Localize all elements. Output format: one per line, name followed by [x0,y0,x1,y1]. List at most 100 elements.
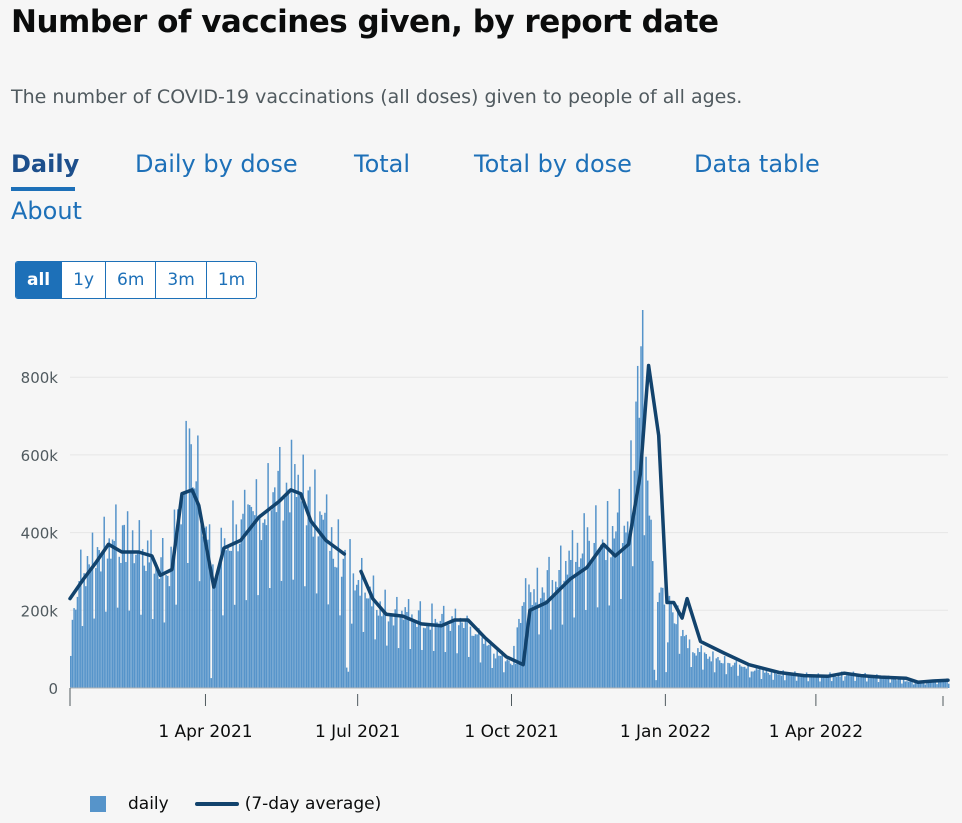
daily-bar [556,587,559,688]
daily-bar [105,611,107,688]
daily-bar [307,490,309,688]
daily-bar [170,546,172,688]
daily-bar [825,677,828,688]
daily-bar [128,610,131,688]
range-all-button[interactable]: all [16,262,62,298]
range-6m-button[interactable]: 6m [105,262,155,298]
daily-bar [710,661,713,688]
range-1m-button[interactable]: 1m [205,262,256,298]
tab-daily-by-dose[interactable]: Daily by dose [135,150,298,178]
daily-bar [376,609,378,688]
daily-bar [856,673,858,688]
daily-bar [245,600,248,688]
daily-bar [282,520,284,688]
range-3m-button[interactable]: 3m [155,262,205,298]
daily-bar [631,566,634,688]
daily-bar [479,662,482,688]
daily-bar [267,463,269,688]
daily-bar [93,618,95,688]
daily-bar [616,512,619,688]
daily-bar [558,570,560,688]
daily-bar [877,682,880,688]
daily-bar [488,644,490,688]
daily-bar [936,684,938,688]
daily-bar [770,669,773,688]
daily-bar [279,446,281,688]
daily-bar [939,681,942,688]
daily-bar [136,550,139,688]
daily-bar [151,619,154,688]
daily-bar [360,557,363,688]
daily-bar [80,549,82,688]
daily-bar [121,525,124,688]
daily-bar [334,566,336,688]
daily-bar [498,655,500,688]
daily-bar [641,310,644,688]
daily-bar [295,497,298,688]
daily-bar [625,532,627,688]
daily-bar [859,677,861,688]
daily-bar [792,674,794,688]
daily-bar [891,679,893,688]
daily-bar [700,645,702,688]
daily-bar [511,665,514,688]
page-subtitle: The number of COVID-19 vaccinations (all… [11,86,743,108]
daily-bar [178,520,181,688]
daily-bar [516,627,519,688]
daily-bar [466,615,468,688]
daily-bar [416,626,418,688]
daily-bar [513,645,515,688]
daily-bar [314,469,316,688]
daily-bar [198,581,201,688]
tab-total-by-dose[interactable]: Total by dose [474,150,632,178]
daily-bar [805,672,808,688]
daily-bar [115,504,117,688]
daily-bar [195,481,197,688]
daily-bar [509,663,512,688]
tab-data-table[interactable]: Data table [694,150,820,178]
x-tick-label: 1 Jul 2021 [315,722,400,742]
tab-active-indicator [11,187,75,191]
daily-bar [707,658,709,688]
daily-bar [651,561,654,688]
daily-bar [197,435,199,688]
daily-bar [854,680,856,688]
daily-bar [588,540,590,688]
daily-bar [705,654,708,688]
daily-bar [727,662,729,688]
daily-bar [578,566,580,688]
tab-total[interactable]: Total [354,150,411,178]
daily-bar [180,524,182,688]
daily-bar [601,539,604,688]
daily-bar [822,675,825,688]
daily-bar [120,562,122,688]
daily-bar [90,568,92,688]
daily-bar [657,601,659,688]
daily-bar [96,547,99,688]
daily-bar [785,674,788,688]
daily-bar [789,672,791,688]
daily-bar [506,659,508,688]
daily-bar [85,586,87,688]
daily-bar [752,671,754,688]
daily-bar [270,510,273,688]
range-1y-button[interactable]: 1y [61,262,105,298]
daily-bar [842,680,845,688]
daily-bar [663,604,666,688]
daily-bar [342,558,345,688]
daily-bar [703,652,706,688]
tab-about[interactable]: About [11,197,82,225]
daily-bar [872,675,875,688]
daily-bar [899,677,902,688]
tab-daily[interactable]: Daily [11,150,80,178]
daily-bar [754,670,756,688]
daily-bar [277,470,279,688]
daily-bar [478,628,480,688]
daily-bar [504,661,507,688]
daily-bar [325,494,328,688]
daily-bar [183,493,186,688]
daily-bar [675,624,677,688]
daily-bar [648,515,651,688]
daily-bar [210,678,212,688]
daily-bar [541,587,544,688]
